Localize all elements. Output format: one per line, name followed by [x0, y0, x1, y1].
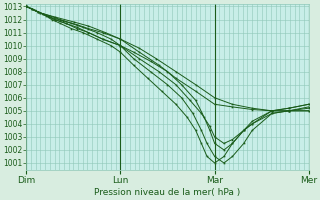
X-axis label: Pression niveau de la mer( hPa ): Pression niveau de la mer( hPa ) — [94, 188, 241, 197]
